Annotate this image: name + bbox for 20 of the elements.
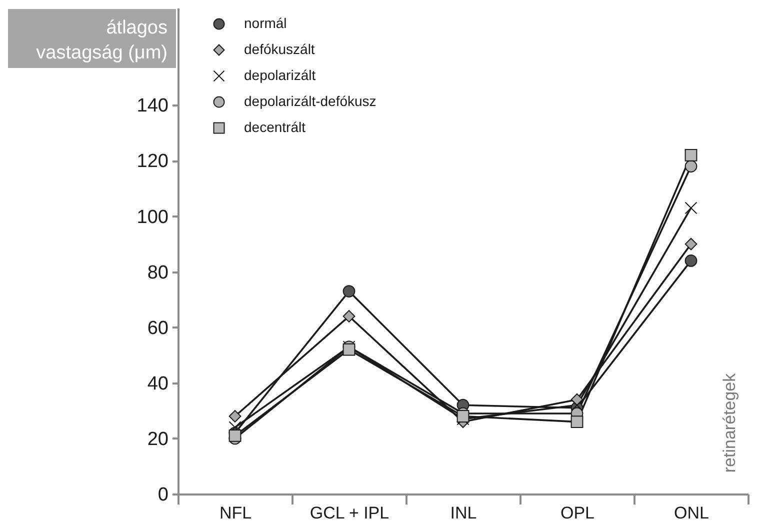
legend-label: depolarizált	[244, 67, 316, 83]
y-tick-label: 80	[147, 262, 168, 284]
y-tick-label: 60	[147, 318, 168, 339]
x-tick-label: INL	[450, 504, 477, 522]
y-tick-label: 120	[136, 151, 168, 172]
annotation: retinarétegek	[720, 372, 739, 473]
legend-label: decentrált	[244, 119, 306, 135]
y-tick-label: 40	[147, 373, 168, 394]
y-tick-label: 140	[136, 96, 168, 117]
x-tick-label: ONL	[674, 504, 709, 522]
legend-label: depolarizált-defókusz	[244, 93, 376, 109]
x-tick-label: OPL	[560, 504, 595, 522]
y-tick-label: 0	[158, 484, 168, 506]
y-axis-title: átlagos vastagság (μm)	[36, 18, 168, 64]
x-tick-label: GCL + IPL	[310, 504, 390, 522]
legend-label: normál	[244, 15, 287, 31]
x-tick-label: NFL	[219, 504, 252, 522]
y-tick-label: 100	[136, 206, 168, 228]
y-tick-label: 20	[147, 428, 168, 450]
legend-label: defókuszált	[244, 41, 315, 57]
